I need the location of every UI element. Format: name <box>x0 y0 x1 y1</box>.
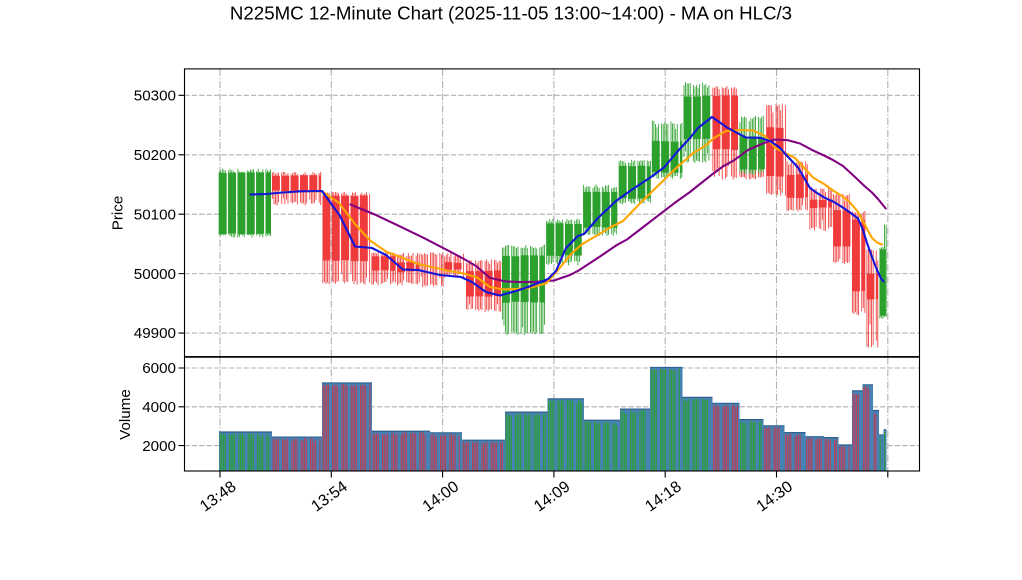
svg-text:50000: 50000 <box>134 266 176 283</box>
svg-text:2000: 2000 <box>142 438 176 455</box>
svg-text:50100: 50100 <box>134 206 176 223</box>
svg-text:50300: 50300 <box>134 88 176 105</box>
svg-text:N225MC 12-Minute Chart (2025-1: N225MC 12-Minute Chart (2025-11-05 13:00… <box>230 3 792 24</box>
svg-text:Volume: Volume <box>117 389 134 440</box>
svg-text:50200: 50200 <box>134 147 176 164</box>
svg-text:49900: 49900 <box>134 325 176 342</box>
svg-text:Price: Price <box>110 196 127 231</box>
svg-text:4000: 4000 <box>142 399 176 416</box>
svg-text:6000: 6000 <box>142 360 176 377</box>
